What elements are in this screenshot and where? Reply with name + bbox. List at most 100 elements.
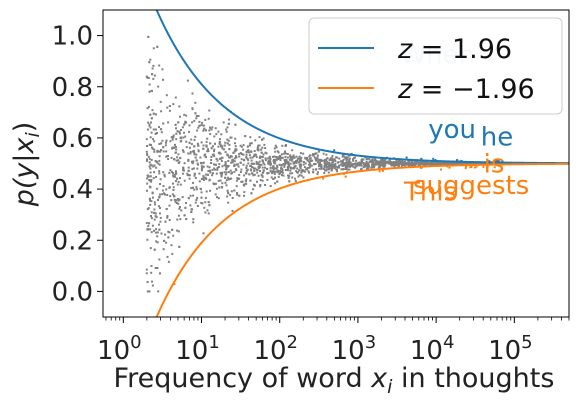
scatter-point [201, 121, 203, 124]
scatter-point [147, 77, 150, 79]
scatter-point [218, 151, 221, 154]
scatter-point [180, 209, 183, 212]
scatter-point [165, 188, 168, 191]
scatter-points [145, 35, 508, 293]
scatter-point [183, 131, 185, 134]
scatter-point [361, 159, 364, 161]
scatter-point [471, 162, 474, 165]
scatter-point [210, 128, 213, 131]
scatter-point [195, 153, 198, 156]
scatter-point [302, 152, 305, 155]
scatter-point [408, 163, 411, 165]
scatter-point [302, 161, 305, 163]
scatter-point [153, 208, 156, 211]
scatter-point [214, 163, 217, 166]
scatter-point [255, 156, 258, 158]
scatter-point [251, 166, 254, 168]
scatter-point [287, 161, 290, 164]
scatter-point [305, 168, 308, 171]
plot-frame [102, 9, 570, 318]
scatter-point [154, 212, 157, 215]
scatter-point [194, 112, 197, 115]
scatter-point [346, 163, 349, 166]
scatter-point [157, 162, 160, 165]
scatter-point [229, 136, 232, 139]
scatter-point [274, 162, 277, 165]
scatter-point [157, 205, 160, 208]
scatter-point [189, 150, 192, 153]
scatter-point [267, 157, 270, 160]
scatter-point [204, 201, 207, 204]
scatter-point [444, 162, 447, 165]
scatter-point [184, 206, 187, 209]
scatter-point [150, 215, 152, 218]
scatter-point [298, 161, 300, 164]
scatter-point [182, 166, 185, 169]
scatter-point [316, 171, 319, 174]
scatter-point [372, 162, 375, 164]
scatter-point [297, 175, 300, 178]
scatter-point [192, 221, 195, 224]
scatter-point [258, 144, 261, 147]
scatter-point [202, 144, 205, 147]
scatter-point [172, 135, 175, 138]
scatter-point [262, 153, 265, 156]
scatter-point [284, 161, 287, 164]
scatter-point [221, 156, 224, 159]
scatter-point [342, 158, 345, 161]
scatter-point [179, 157, 182, 160]
scatter-point [431, 163, 434, 166]
scatter-point [482, 165, 485, 168]
scatter-point [193, 119, 196, 122]
scatter-point [226, 138, 229, 141]
scatter-point [300, 156, 303, 159]
scatter-point [259, 184, 262, 186]
scatter-point [174, 200, 177, 203]
scatter-point [385, 161, 388, 164]
scatter-point [218, 186, 221, 189]
scatter-point [172, 186, 175, 189]
scatter-point [333, 158, 336, 161]
scatter-point [256, 148, 259, 151]
scatter-point [425, 161, 428, 163]
scatter-point [154, 128, 157, 131]
scatter-point [299, 165, 302, 168]
scatter-point [226, 189, 229, 192]
scatter-point [152, 165, 155, 168]
x-tick-label: 105 [488, 332, 533, 366]
scatter-point [273, 167, 276, 170]
scatter-point [210, 162, 213, 164]
scatter-point [326, 157, 329, 160]
scatter-point [150, 117, 153, 120]
scatter-point [188, 177, 191, 180]
scatter-point [200, 168, 203, 170]
scatter-point [150, 231, 153, 234]
scatter-point [149, 186, 152, 189]
scatter-point [176, 156, 179, 159]
scatter-point [486, 165, 489, 168]
scatter-point [313, 156, 316, 159]
scatter-point [197, 126, 200, 129]
scatter-point [366, 164, 369, 167]
scatter-point [358, 161, 361, 164]
scatter-point [405, 163, 408, 166]
scatter-point [402, 163, 405, 166]
scatter-point [233, 189, 236, 192]
scatter-point [338, 166, 340, 169]
scatter-point [251, 172, 254, 175]
scatter-point [355, 159, 358, 162]
scatter-point [224, 161, 227, 164]
scatter-point [276, 166, 279, 169]
scatter-point [351, 163, 354, 166]
scatter-point [340, 163, 343, 166]
scatter-point [242, 144, 245, 147]
scatter-point [195, 117, 198, 120]
scatter-point [176, 229, 179, 232]
scatter-point [289, 162, 292, 165]
scatter-point [245, 167, 248, 169]
scatter-point [185, 218, 188, 220]
scatter-point [148, 61, 151, 64]
scatter-point [245, 172, 248, 174]
scatter-point [204, 153, 207, 156]
scatter-point [389, 162, 392, 165]
